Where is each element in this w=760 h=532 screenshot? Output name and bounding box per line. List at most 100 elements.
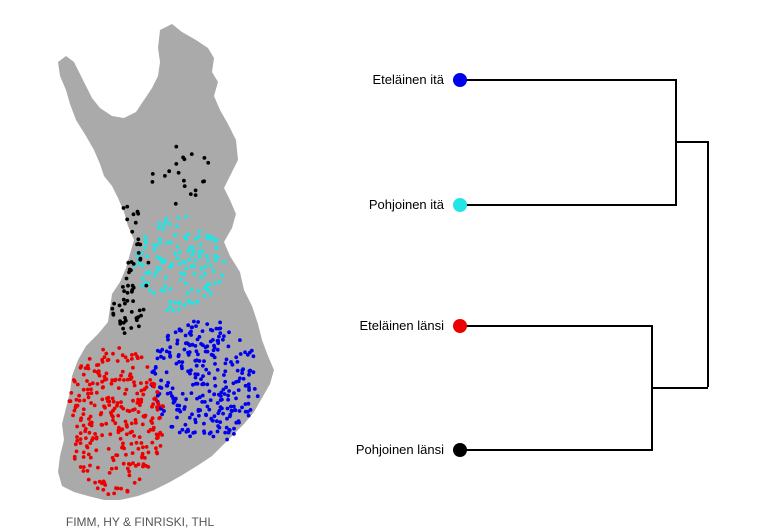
sample-point — [115, 359, 120, 363]
sample-point — [142, 387, 147, 391]
sample-point — [226, 430, 231, 435]
sample-point — [84, 444, 89, 449]
sample-point — [198, 242, 203, 247]
sample-point — [130, 357, 134, 361]
sample-point — [123, 419, 128, 424]
sample-point — [100, 357, 105, 362]
sample-point — [212, 392, 217, 397]
sample-point — [89, 391, 94, 396]
sample-point — [81, 372, 86, 377]
sample-point — [96, 465, 100, 470]
sample-point — [191, 382, 195, 387]
sample-point — [187, 300, 192, 304]
sample-point — [150, 404, 154, 409]
sample-point — [216, 338, 221, 343]
leaf-label: Eteläinen itä — [372, 72, 444, 87]
sample-point — [111, 399, 116, 404]
sample-point — [234, 396, 238, 401]
sample-point — [125, 466, 130, 471]
sample-point — [183, 303, 187, 308]
sample-point — [93, 480, 97, 485]
sample-point — [134, 421, 138, 425]
sample-point — [208, 339, 213, 344]
sample-point — [140, 451, 145, 456]
sample-point — [202, 359, 206, 363]
sample-point — [188, 434, 193, 439]
sample-point — [101, 347, 105, 352]
sample-point — [206, 258, 210, 263]
sample-point — [208, 291, 213, 296]
sample-point — [205, 344, 210, 349]
sample-point — [195, 299, 200, 304]
sample-point — [175, 403, 180, 408]
branch-eteläinen-itä — [460, 79, 677, 142]
sample-point — [182, 272, 187, 277]
sample-point — [117, 377, 122, 382]
sample-point — [212, 343, 216, 348]
sample-point — [162, 289, 167, 293]
sample-point — [186, 323, 191, 328]
finland-map: FIMM, HY & FINRISKI, THL — [58, 24, 274, 529]
sample-point — [135, 354, 140, 359]
sample-point — [153, 365, 158, 369]
sample-point — [144, 380, 149, 385]
sample-point — [202, 400, 207, 404]
sample-point — [195, 372, 200, 377]
sample-point — [176, 353, 181, 357]
sample-point — [125, 217, 130, 222]
branch-east-merge — [676, 141, 709, 387]
sample-point — [217, 279, 222, 284]
sample-point — [186, 428, 190, 432]
sample-point — [127, 270, 131, 275]
sample-point — [160, 433, 165, 437]
sample-point — [135, 391, 140, 396]
sample-point — [215, 401, 220, 405]
sample-point — [121, 285, 125, 289]
sample-point — [87, 422, 92, 427]
sample-point — [220, 397, 224, 402]
sample-point — [207, 371, 211, 376]
sample-point — [171, 308, 176, 313]
sample-point — [136, 410, 141, 414]
sample-point — [205, 253, 210, 258]
sample-point — [156, 401, 161, 406]
sample-point — [164, 349, 169, 354]
sample-point — [154, 446, 158, 451]
sample-point — [200, 400, 205, 404]
sample-point — [228, 414, 232, 419]
sample-point — [130, 451, 135, 455]
sample-point — [90, 381, 95, 386]
sample-point — [194, 324, 198, 328]
sample-point — [222, 392, 227, 396]
sample-point — [136, 237, 141, 242]
sample-point — [199, 266, 203, 271]
sample-point — [182, 178, 186, 183]
sample-point — [81, 455, 86, 459]
sample-point — [236, 388, 241, 392]
sample-point — [171, 396, 176, 401]
sample-point — [192, 319, 196, 324]
sample-point — [190, 412, 194, 417]
sample-point — [223, 369, 228, 374]
sample-point — [205, 382, 210, 387]
sample-point — [190, 253, 194, 257]
sample-point — [132, 480, 137, 485]
leaf-pohjoinen-itä: Pohjoinen itä — [369, 197, 467, 212]
sample-point — [176, 307, 181, 312]
sample-point — [193, 193, 198, 198]
sample-point — [175, 244, 180, 249]
sample-point — [139, 283, 144, 288]
sample-point — [121, 326, 125, 331]
sample-point — [150, 440, 155, 445]
sample-point — [127, 469, 131, 474]
sample-point — [120, 444, 125, 449]
sample-point — [79, 416, 84, 421]
sample-point — [154, 432, 159, 437]
map-credit: FIMM, HY & FINRISKI, THL — [66, 515, 215, 529]
sample-point — [193, 344, 198, 348]
sample-point — [141, 445, 145, 450]
sample-point — [191, 431, 196, 435]
sample-point — [193, 258, 198, 263]
sample-point — [137, 324, 141, 329]
sample-point — [227, 330, 231, 335]
